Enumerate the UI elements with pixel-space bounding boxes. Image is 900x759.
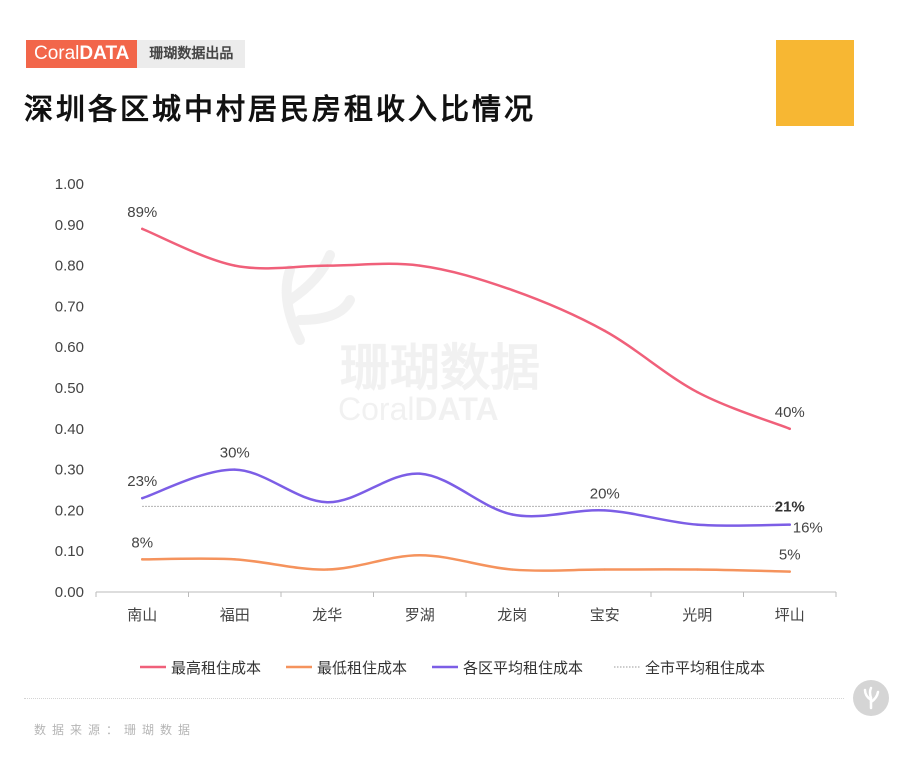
page-title: 深圳各区城中村居民房租收入比情况: [24, 92, 537, 126]
series-line-2: [141, 468, 791, 527]
data-point: [418, 264, 421, 267]
data-point: [696, 390, 699, 394]
x-tick-label: 福田: [220, 606, 250, 624]
data-point: [418, 554, 421, 557]
brand-tagline: 珊瑚数据出品: [137, 40, 246, 68]
x-tick-label: 光明: [682, 606, 712, 624]
y-tick-label: 0.30: [55, 462, 84, 479]
y-tick-label: 0.70: [55, 298, 84, 315]
data-point: [326, 264, 329, 267]
data-point: [511, 568, 514, 571]
y-tick-label: 0.20: [55, 502, 84, 519]
legend-label: 全市平均租住成本: [645, 659, 765, 677]
x-tick-label: 龙华: [312, 606, 342, 624]
x-tick-label: 南山: [127, 606, 157, 624]
watermark: 珊瑚数据 CoralDATA: [281, 250, 540, 427]
brand-bar: CoralDATA 珊瑚数据出品: [26, 40, 246, 68]
watermark-text: 珊瑚数据: [340, 339, 540, 397]
data-point: [141, 558, 144, 561]
data-point: [233, 558, 236, 561]
legend-label: 各区平均租住成本: [463, 659, 583, 677]
legend-label: 最高租住成本: [171, 659, 261, 677]
data-point: [326, 501, 329, 504]
series-group: 89% 40% 8% 5% 23% 30% 20% 16%: [126, 202, 824, 573]
x-tick-label: 龙岗: [497, 606, 527, 624]
y-tick-label: 1.00: [55, 176, 84, 193]
data-point: [511, 513, 514, 516]
data-point: [696, 523, 699, 526]
data-label: 8%: [131, 534, 153, 551]
data-point: [788, 570, 791, 573]
footer-divider: [24, 698, 844, 699]
data-point: [788, 427, 791, 430]
data-label: 89%: [127, 204, 157, 221]
line-chart: 珊瑚数据 CoralDATA 0.000.100.200.300.400.500…: [55, 176, 837, 677]
reference-label: 21%: [775, 498, 805, 515]
series-line-1: [141, 554, 791, 573]
data-point: [141, 227, 144, 231]
data-point: [141, 496, 144, 500]
series-line-0: [141, 227, 791, 431]
data-point: [418, 472, 421, 475]
legend: 最高租住成本 最低租住成本 各区平均租住成本 全市平均租住成本: [140, 659, 765, 677]
data-point: [603, 329, 606, 333]
data-label: 16%: [793, 520, 823, 537]
y-tick-label: 0.50: [55, 380, 84, 397]
data-point: [603, 568, 606, 571]
y-tick-label: 0.10: [55, 543, 84, 560]
data-source: 数据来源：珊瑚数据: [34, 723, 197, 737]
qr-code: [776, 40, 854, 126]
data-point: [603, 509, 606, 512]
coral-icon: [853, 680, 889, 716]
data-point: [326, 568, 329, 571]
y-tick-label: 0.90: [55, 217, 84, 234]
coral-watermark-icon: [281, 250, 355, 345]
y-tick-label: 0.60: [55, 339, 84, 356]
x-tick-label: 罗湖: [405, 606, 435, 624]
data-point: [696, 568, 699, 571]
data-point: [233, 264, 236, 267]
x-axis: 南山 福田 龙华 罗湖 龙岗 宝安 光明 坪山: [95, 591, 837, 624]
y-axis: 0.00 0.10 0.20 0.30 0.40 0.50 0.60 0.70 0.80 0.90…: [55, 176, 84, 601]
x-tick-label: 宝安: [590, 606, 620, 624]
reference-line-group: 21%: [142, 497, 806, 517]
y-tick-label: 0.40: [55, 421, 84, 438]
legend-label: 最低租住成本: [317, 659, 407, 677]
y-tick-label: 0.80: [55, 258, 84, 275]
watermark-logo: CoralDATA: [338, 391, 499, 427]
data-label: 20%: [590, 485, 620, 502]
y-tick-label: 0.00: [55, 584, 84, 601]
data-point: [511, 288, 514, 292]
coraldata-logo: CoralDATA: [26, 40, 138, 68]
data-point: [233, 468, 236, 471]
data-label: 23%: [127, 473, 157, 490]
data-point: [788, 523, 791, 526]
data-label: 5%: [779, 547, 801, 564]
x-tick-label: 坪山: [775, 606, 805, 624]
data-label: 40%: [775, 404, 805, 421]
data-label: 30%: [220, 445, 250, 462]
